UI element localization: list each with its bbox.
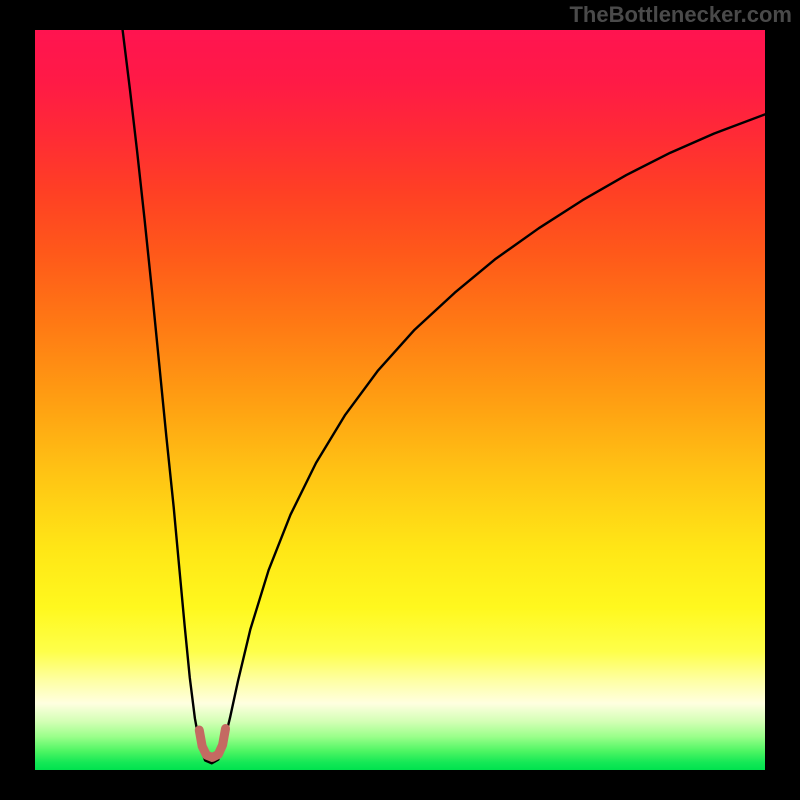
watermark-text: TheBottlenecker.com: [569, 2, 792, 28]
gradient-background: [35, 30, 765, 770]
bottleneck-chart: [0, 0, 800, 800]
chart-container: TheBottlenecker.com: [0, 0, 800, 800]
